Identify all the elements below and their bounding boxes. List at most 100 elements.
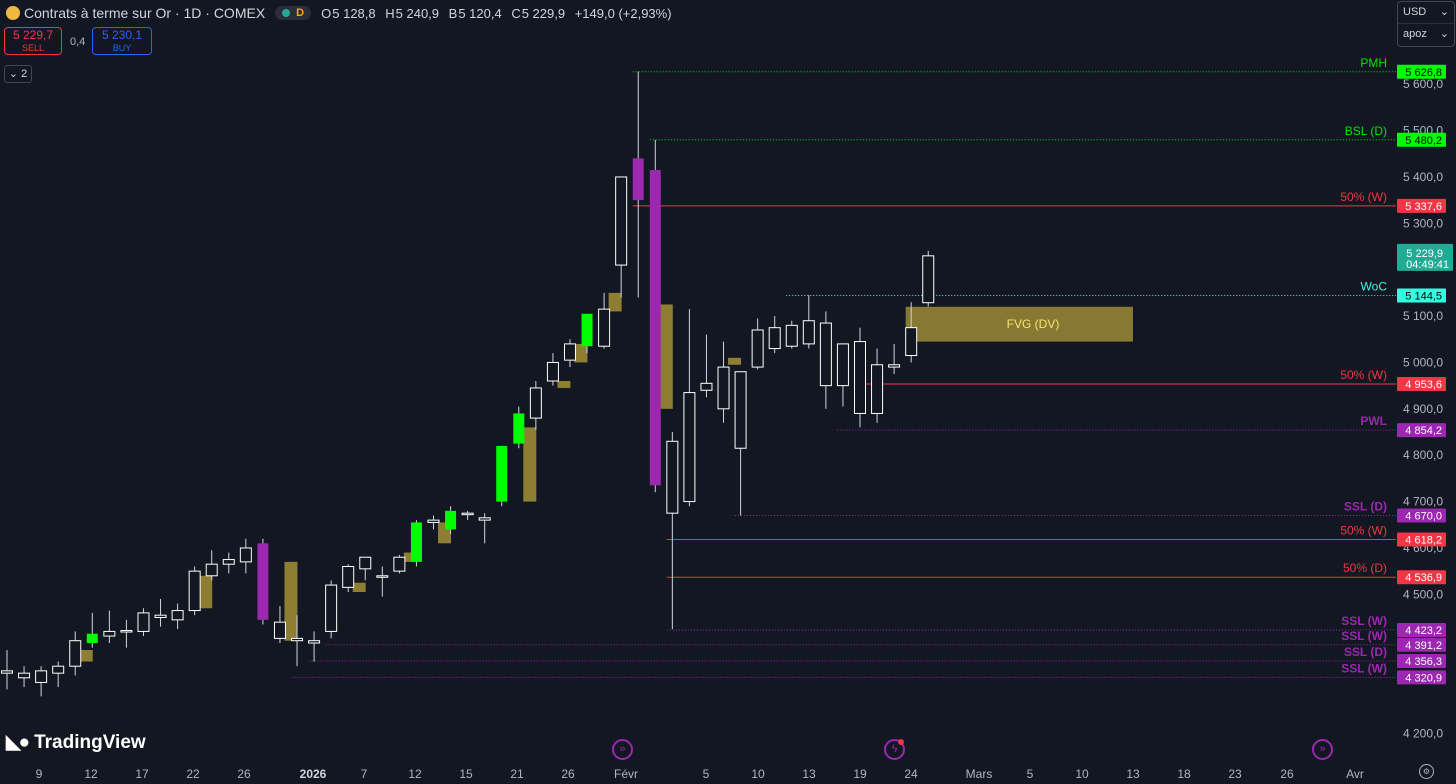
candle-body <box>308 640 321 644</box>
candle-body <box>376 575 389 578</box>
market-open-dot-icon <box>282 9 291 17</box>
level-price-text: 4 356,3 <box>1405 656 1442 668</box>
candle-body <box>871 364 884 414</box>
time-tick-label: 18 <box>1177 767 1191 781</box>
ohlc-value: 5 128,8 <box>332 5 376 21</box>
unit-dropdown[interactable]: apoz ⌄ <box>1398 23 1454 45</box>
candle-body <box>546 361 559 382</box>
candle-body <box>478 517 491 521</box>
candle-body <box>325 584 338 632</box>
candle-body <box>905 327 918 356</box>
jump-to-realtime-icon[interactable]: » <box>1312 739 1333 760</box>
time-axis[interactable]: 9 12 17 22 26 2026 7 12 15 21 26 Févr 5 10 13 19 24 Mars 5… <box>36 767 1364 781</box>
candle-body <box>410 522 422 562</box>
ohlc-value: 5 240,9 <box>395 5 440 21</box>
price-change: +149,0 (+2,93%) <box>574 5 672 21</box>
candle-body <box>137 612 150 632</box>
level-label: PWL <box>1360 414 1387 428</box>
time-tick-label: 22 <box>186 767 200 781</box>
currency-dropdown[interactable]: USD ⌄ <box>1398 2 1454 23</box>
price-axis[interactable]: 4 200,04 500,04 600,04 700,04 800,04 900… <box>1403 31 1443 741</box>
buy-button[interactable]: 5 230,1 BUY <box>92 27 152 55</box>
candle-body <box>666 440 679 514</box>
time-tick-label: 23 <box>1228 767 1242 781</box>
candle-body <box>922 255 935 304</box>
market-status-badge[interactable]: D <box>275 6 312 20</box>
fvg-label: FVG (DV) <box>1007 317 1060 331</box>
candle-body <box>69 640 82 667</box>
gold-symbol-icon <box>6 6 20 20</box>
candle-body <box>342 566 355 588</box>
level-price-text: 4 953,6 <box>1405 379 1442 391</box>
candle-body <box>188 570 201 612</box>
settings-gear-icon[interactable]: ⚙ <box>1419 764 1434 779</box>
candle-body <box>427 519 440 523</box>
ohlc-key: B <box>448 5 458 21</box>
tradingview-logo[interactable]: ◣● TradingView <box>6 731 146 754</box>
level-label: SSL (W) <box>1341 614 1387 628</box>
ohlc-key: H <box>385 5 395 21</box>
candle-body <box>700 382 713 391</box>
level-price-tag <box>1397 670 1446 685</box>
price-tick-label: 4 700,0 <box>1403 495 1443 509</box>
candle-body <box>785 324 798 347</box>
olive-box <box>574 343 588 363</box>
symbol-title[interactable]: Contrats à terme sur Or · 1D · COMEX <box>24 5 266 21</box>
level-label: PMH <box>1360 56 1387 70</box>
currency-value: USD <box>1403 6 1427 18</box>
currency-selector[interactable]: USD ⌄ apoz ⌄ <box>1397 1 1455 47</box>
candle-body <box>154 614 167 619</box>
spread-value: 0,4 <box>70 36 86 48</box>
status-letter: D <box>296 7 305 19</box>
level-price-text: 5 144,5 <box>1405 290 1442 302</box>
candle-body <box>819 322 832 387</box>
time-tick-label: 2026 <box>300 767 327 781</box>
time-tick-label: Avr <box>1346 767 1364 781</box>
level-price-text: 4 854,2 <box>1405 425 1442 437</box>
time-tick-label: 5 <box>703 767 710 781</box>
indicator-count: 2 <box>21 68 28 80</box>
buy-price: 5 230,1 <box>101 28 143 42</box>
candle-body <box>239 547 252 563</box>
sell-button[interactable]: 5 229,7 SELL <box>4 27 62 55</box>
olive-box <box>523 427 537 502</box>
candle-body <box>615 176 628 266</box>
olive-box <box>557 381 571 388</box>
olive-boxes <box>79 292 742 662</box>
sell-price: 5 229,7 <box>12 28 54 42</box>
event-alert-dot <box>898 739 904 745</box>
olive-box <box>79 649 93 662</box>
olive-box <box>284 561 298 641</box>
candle-body <box>632 158 644 201</box>
level-label: SSL (W) <box>1341 661 1387 675</box>
time-tick-label: 26 <box>561 767 575 781</box>
candle-body <box>513 413 525 444</box>
candle-body <box>581 313 593 347</box>
level-label: WoC <box>1361 279 1388 293</box>
candle-body <box>35 670 48 683</box>
countdown-text: 04:49:41 <box>1406 259 1449 271</box>
level-label: SSL (W) <box>1341 629 1387 643</box>
candle-body <box>359 556 372 570</box>
time-tick-label: 24 <box>904 767 918 781</box>
candle-body <box>888 364 901 368</box>
ohlc-values: O5 128,8 H5 240,9 B5 120,4 C5 229,9 +149… <box>321 6 671 21</box>
candle-body <box>598 308 611 347</box>
candle-body <box>222 559 235 565</box>
jump-to-realtime-icon[interactable]: » <box>612 739 633 760</box>
candle-body <box>649 169 661 486</box>
lightning-event-icon[interactable]: ϟ <box>884 739 905 760</box>
unit-value: apoz <box>1403 28 1427 40</box>
level-label: SSL (D) <box>1344 645 1387 659</box>
price-tick-label: 5 600,0 <box>1403 77 1443 91</box>
time-tick-label: 17 <box>135 767 149 781</box>
price-tick-label: 5 300,0 <box>1403 216 1443 230</box>
price-tick-label: 5 000,0 <box>1403 355 1443 369</box>
time-tick-label: Mars <box>966 767 993 781</box>
indicators-toggle[interactable]: ⌄ 2 <box>4 65 32 83</box>
level-price-text: 5 337,6 <box>1405 201 1442 213</box>
time-tick-label: 10 <box>751 767 765 781</box>
time-tick-label: 10 <box>1075 767 1089 781</box>
time-tick-label: 13 <box>1126 767 1140 781</box>
